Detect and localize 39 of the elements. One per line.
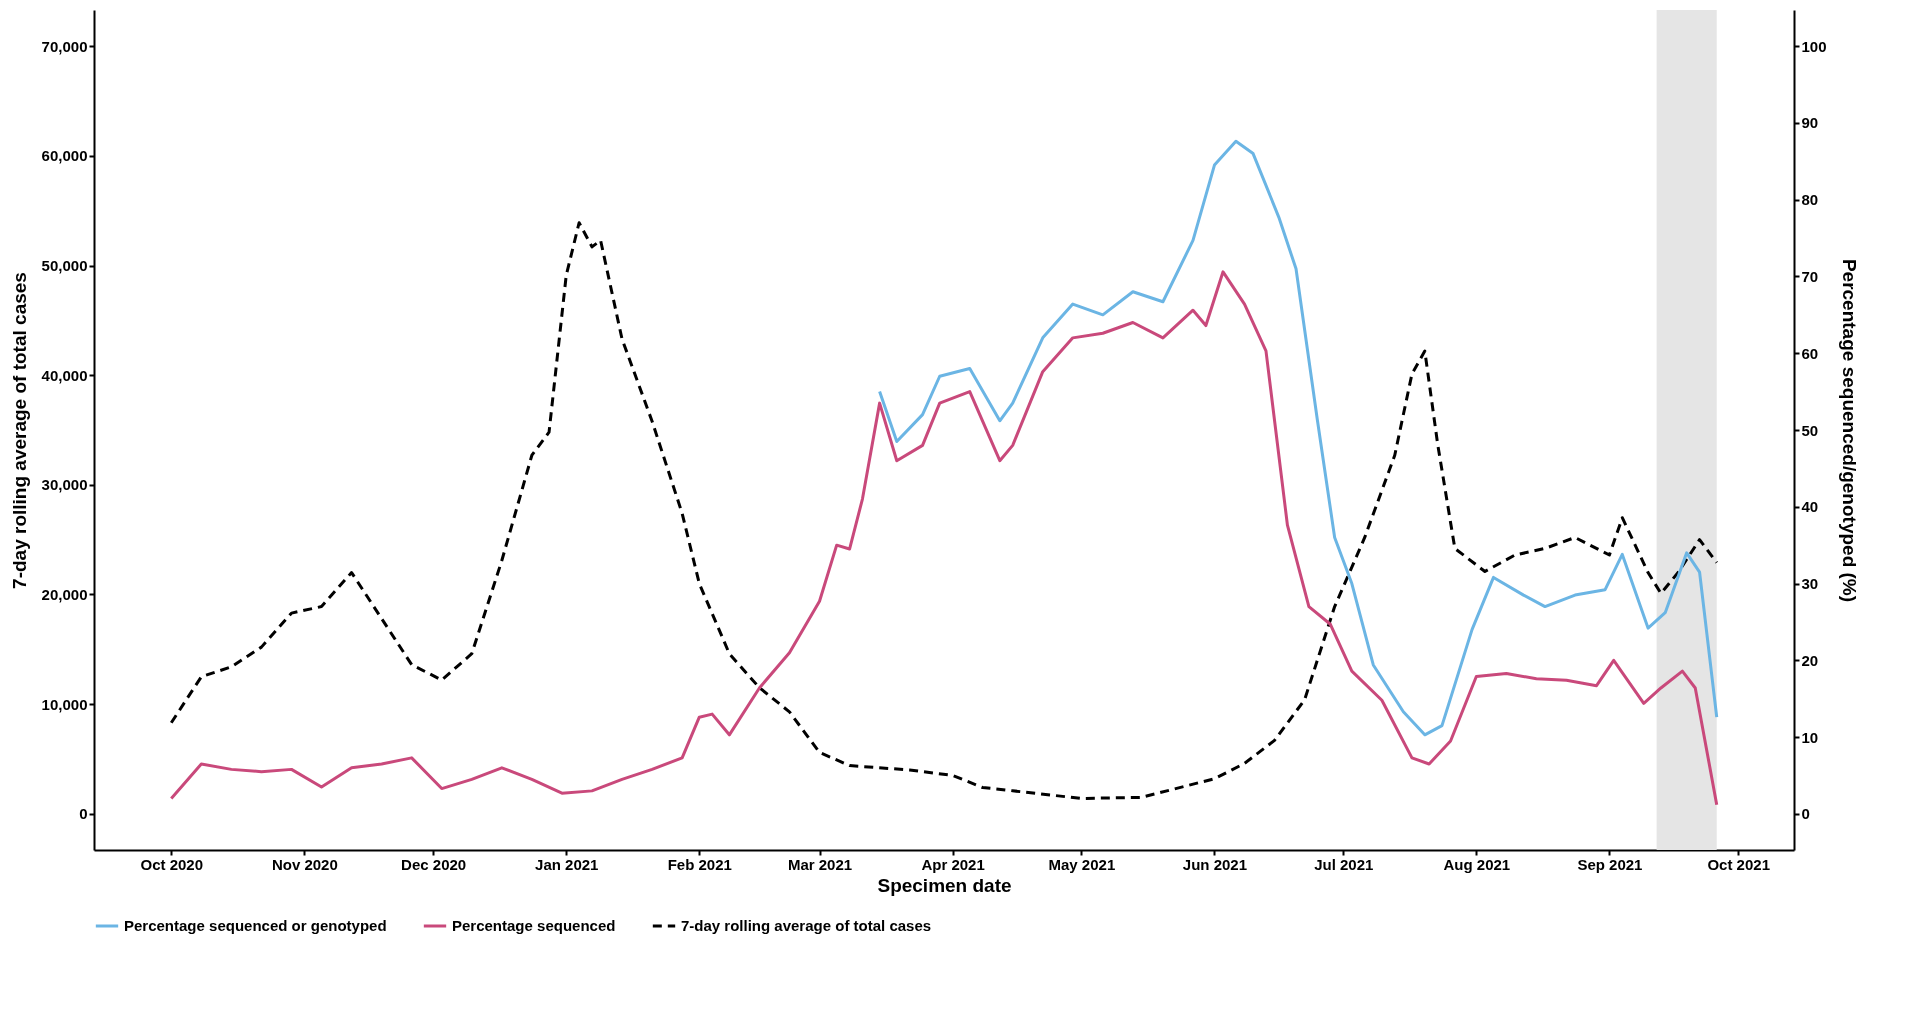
x-tick-label: Oct 2020 bbox=[140, 855, 204, 873]
x-tick-label: May 2021 bbox=[1048, 855, 1116, 873]
x-tick-label: Sep 2021 bbox=[1577, 855, 1643, 873]
legend-label: Percentage sequenced bbox=[452, 917, 616, 934]
y-tick-label: 20,000 bbox=[41, 585, 88, 603]
y2-tick-label: 90 bbox=[1801, 114, 1819, 132]
legend-label: Percentage sequenced or genotyped bbox=[124, 917, 387, 934]
y-tick-label: 40,000 bbox=[41, 366, 88, 384]
y2-axis-title: Percentage sequenced/genotyped (%) bbox=[1838, 258, 1860, 603]
y2-tick-label: 0 bbox=[1801, 805, 1810, 823]
line-series bbox=[878, 139, 1719, 737]
x-tick-label: Aug 2021 bbox=[1443, 855, 1511, 873]
y2-tick-label: 20 bbox=[1801, 651, 1819, 669]
y2-tick-label: 10 bbox=[1801, 728, 1819, 746]
y-tick-label: 10,000 bbox=[41, 695, 88, 713]
x-tick-label: Apr 2021 bbox=[921, 855, 985, 873]
y2-tick-label: 40 bbox=[1801, 498, 1819, 516]
y-axis-title: 7-day rolling average of total cases bbox=[8, 272, 30, 589]
y-tick-label: 50,000 bbox=[41, 257, 88, 275]
x-axis-title: Specimen date bbox=[877, 874, 1012, 896]
y-tick-label: 60,000 bbox=[41, 147, 88, 165]
x-tick-label: Jan 2021 bbox=[535, 855, 599, 873]
y2-tick-label: 30 bbox=[1801, 575, 1819, 593]
y2-tick-label: 50 bbox=[1801, 421, 1819, 439]
x-tick-label: Nov 2020 bbox=[271, 855, 338, 873]
y-tick-label: 70,000 bbox=[41, 37, 88, 55]
x-tick-label: Feb 2021 bbox=[667, 855, 732, 873]
y2-tick-label: 80 bbox=[1801, 191, 1819, 209]
x-tick-label: Oct 2021 bbox=[1707, 855, 1770, 873]
y2-tick-label: 70 bbox=[1801, 267, 1819, 285]
x-tick-label: Mar 2021 bbox=[787, 855, 853, 873]
legend-label: 7-day rolling average of total cases bbox=[681, 917, 932, 934]
x-tick-label: Jul 2021 bbox=[1314, 855, 1374, 873]
y2-tick-label: 100 bbox=[1801, 37, 1827, 55]
x-tick-label: Jun 2021 bbox=[1182, 855, 1248, 873]
y-tick-label: 0 bbox=[79, 805, 88, 823]
x-tick-label: Dec 2020 bbox=[401, 855, 467, 873]
y2-tick-label: 60 bbox=[1801, 344, 1819, 362]
y-tick-label: 30,000 bbox=[41, 476, 88, 494]
